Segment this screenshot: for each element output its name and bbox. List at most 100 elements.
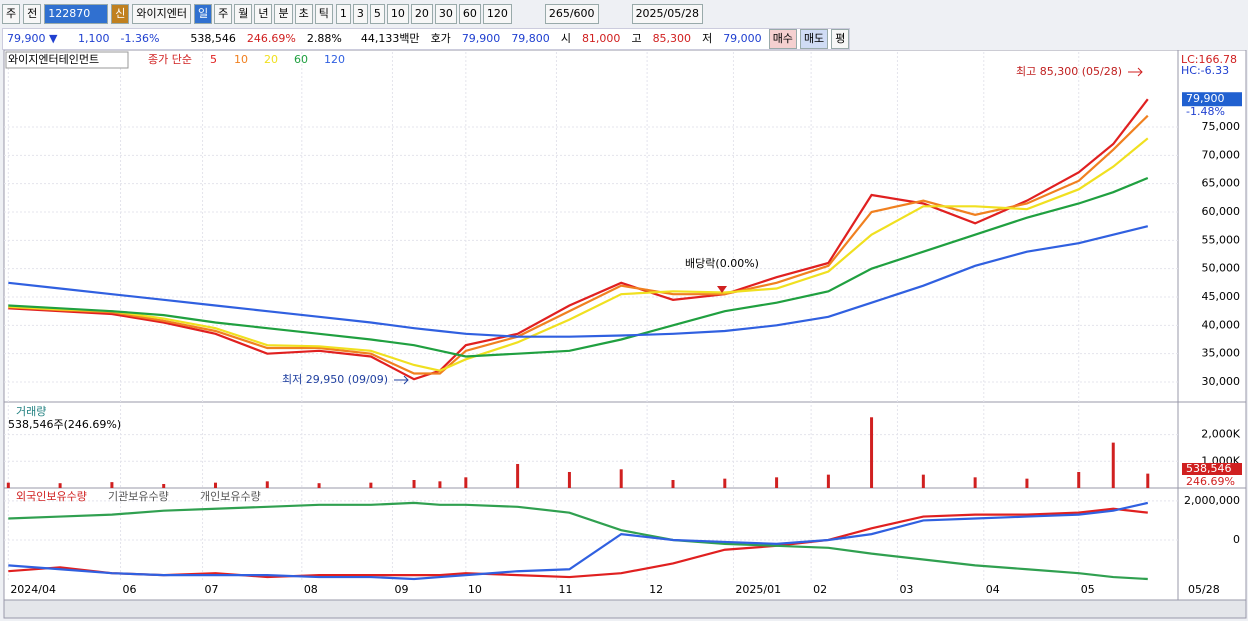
x-tick-label: 12 bbox=[649, 583, 663, 596]
x-tick-label: 2024/04 bbox=[10, 583, 56, 596]
legend-text: 외국인보유수량 bbox=[16, 490, 87, 503]
annotation: 최저 29,950 (09/09) bbox=[282, 373, 388, 386]
bar bbox=[921, 474, 925, 488]
date[interactable]: 2025/05/28 bbox=[631, 4, 703, 24]
y-tick-label: 40,000 bbox=[1202, 318, 1241, 331]
interval-button[interactable]: 60 bbox=[458, 4, 481, 24]
interval-button[interactable]: 30 bbox=[434, 4, 457, 24]
x-tick-label: 11 bbox=[558, 583, 572, 596]
legend-text: 기관보유수량 bbox=[108, 490, 169, 503]
axis-note: LC:166.78 bbox=[1181, 53, 1237, 66]
legend-text: 120 bbox=[324, 53, 345, 66]
low: 79,000 bbox=[723, 32, 762, 45]
bar bbox=[464, 477, 468, 488]
badge: 신 bbox=[111, 4, 130, 24]
last-volume: 538,546 bbox=[1186, 462, 1232, 475]
label: 시 bbox=[560, 32, 571, 45]
interval-button[interactable]: 120 bbox=[482, 4, 512, 24]
bar bbox=[870, 417, 874, 488]
label: 호가 bbox=[430, 32, 451, 45]
bar bbox=[1025, 478, 1029, 488]
bar bbox=[1146, 473, 1150, 488]
line bbox=[8, 501, 1148, 581]
x-tick-label: 04 bbox=[986, 583, 1000, 596]
legend-box bbox=[5, 51, 129, 69]
x-tick-label: 08 bbox=[304, 583, 318, 596]
legend-text: 개인보유수량 bbox=[200, 490, 261, 503]
legend-text: 종가 단순 bbox=[148, 53, 192, 66]
period-button[interactable]: 주 bbox=[214, 4, 233, 24]
end-date: 05/28 bbox=[1188, 583, 1220, 596]
axis-bg bbox=[1177, 50, 1247, 601]
period-button[interactable]: 년 bbox=[254, 4, 273, 24]
avg-button[interactable]: 평 bbox=[831, 29, 850, 49]
bar bbox=[438, 481, 442, 488]
buy-button[interactable]: 매수 bbox=[768, 29, 797, 49]
bar bbox=[619, 469, 623, 488]
item[interactable]: 전 bbox=[23, 4, 42, 24]
code-input[interactable]: 122870 bbox=[44, 4, 109, 24]
x-tick-label: 10 bbox=[468, 583, 482, 596]
x-tick-label: 03 bbox=[899, 583, 913, 596]
line bbox=[8, 225, 1149, 338]
bar bbox=[213, 482, 217, 488]
scrollbar[interactable] bbox=[3, 599, 1247, 619]
period-button[interactable]: 월 bbox=[234, 4, 253, 24]
sell-button[interactable]: 매도 bbox=[799, 29, 829, 49]
interval-button[interactable]: 10 bbox=[386, 4, 409, 24]
bar bbox=[317, 483, 321, 488]
bar bbox=[58, 483, 62, 488]
marker bbox=[717, 286, 727, 293]
last-price: 79,900 bbox=[1186, 92, 1225, 105]
bid: 79,800 bbox=[511, 32, 550, 45]
line bbox=[8, 98, 1149, 381]
interval-button[interactable]: 5 bbox=[369, 4, 385, 24]
bar bbox=[412, 479, 416, 488]
y-tick-label: 55,000 bbox=[1202, 233, 1241, 246]
item[interactable]: 주 bbox=[2, 4, 21, 24]
interval-button[interactable]: 1 bbox=[335, 4, 351, 24]
bar bbox=[110, 482, 114, 488]
line bbox=[8, 137, 1149, 372]
turnover: 2.88% bbox=[306, 32, 342, 45]
y-tick-label: 65,000 bbox=[1202, 177, 1241, 190]
bar bbox=[723, 478, 727, 488]
y-tick-label: 60,000 bbox=[1202, 205, 1241, 218]
legend-text: 5 bbox=[210, 53, 217, 66]
bar bbox=[1111, 442, 1115, 488]
stock-name: 와이지엔터 bbox=[132, 4, 191, 24]
bar bbox=[516, 463, 520, 488]
legend-text: 와이지엔터테인먼트 bbox=[8, 53, 99, 66]
high: 85,300 bbox=[652, 32, 692, 45]
count: 265/600 bbox=[544, 4, 599, 24]
amount: 44,133백만 bbox=[360, 32, 420, 45]
y-tick-label: 30,000 bbox=[1202, 375, 1241, 388]
interval-button[interactable]: 3 bbox=[352, 4, 368, 24]
period-button[interactable]: 일 bbox=[193, 4, 213, 24]
legend-text: 60 bbox=[294, 53, 308, 66]
line bbox=[8, 114, 1149, 375]
period-button[interactable]: 틱 bbox=[314, 4, 333, 24]
panel-title: 거래량 bbox=[16, 405, 46, 418]
y-tick-label: 50,000 bbox=[1202, 262, 1241, 275]
label: 고 bbox=[631, 32, 642, 45]
x-tick-label: 07 bbox=[205, 583, 219, 596]
legend-text: 20 bbox=[264, 53, 278, 66]
volume-rate: 246.69% bbox=[246, 32, 296, 45]
legend-text: 10 bbox=[234, 53, 248, 66]
last-rate: -1.48% bbox=[1186, 105, 1225, 118]
period-button[interactable]: 분 bbox=[274, 4, 293, 24]
bar bbox=[671, 479, 675, 488]
bar bbox=[369, 482, 373, 488]
line bbox=[8, 507, 1148, 579]
bar bbox=[162, 483, 166, 488]
price-box bbox=[1182, 92, 1242, 107]
interval-button[interactable]: 20 bbox=[410, 4, 433, 24]
x-tick-label: 06 bbox=[123, 583, 137, 596]
y-tick-label: 35,000 bbox=[1202, 347, 1241, 360]
x-tick-label: 02 bbox=[813, 583, 827, 596]
bar bbox=[265, 481, 269, 488]
period-button[interactable]: 초 bbox=[294, 4, 313, 24]
